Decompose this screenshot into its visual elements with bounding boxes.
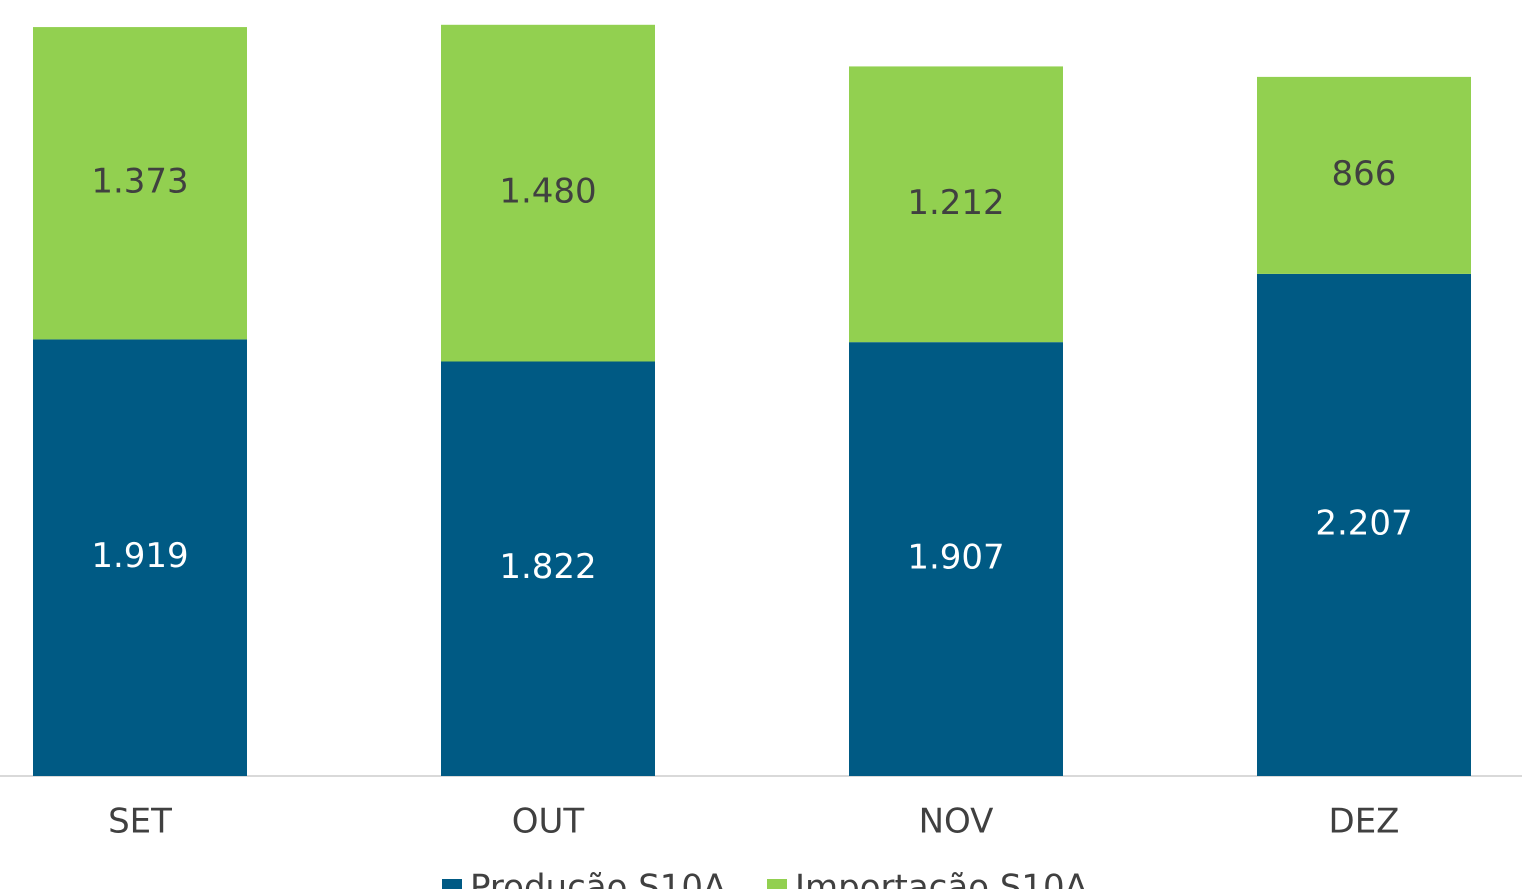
data-label: 1.212 — [907, 183, 1004, 223]
bar-segment — [33, 339, 247, 776]
bar-segment — [1257, 273, 1471, 776]
bar-segment — [1257, 76, 1471, 274]
bar-segment — [441, 361, 655, 776]
data-label: 866 — [1332, 154, 1397, 194]
data-label: 1.480 — [499, 172, 596, 212]
bar-segment — [849, 342, 1063, 776]
bar-segment — [441, 24, 655, 362]
legend-label: Importação S10A — [795, 868, 1088, 889]
data-label: 2.207 — [1315, 503, 1412, 543]
x-tick-label: DEZ — [1329, 802, 1400, 842]
data-label: 1.822 — [499, 547, 596, 587]
data-label: 1.907 — [907, 538, 1004, 578]
x-tick-label: SET — [108, 802, 172, 842]
x-tick-label: NOV — [919, 802, 994, 842]
data-label: 1.373 — [91, 162, 188, 202]
legend-label: Produção S10A — [470, 868, 726, 889]
data-label: 1.919 — [91, 536, 188, 576]
x-tick-label: OUT — [512, 802, 585, 842]
bar-segment — [33, 27, 247, 340]
bar-segment — [849, 66, 1063, 343]
legend-swatch — [442, 879, 462, 889]
legend-swatch — [767, 879, 787, 889]
